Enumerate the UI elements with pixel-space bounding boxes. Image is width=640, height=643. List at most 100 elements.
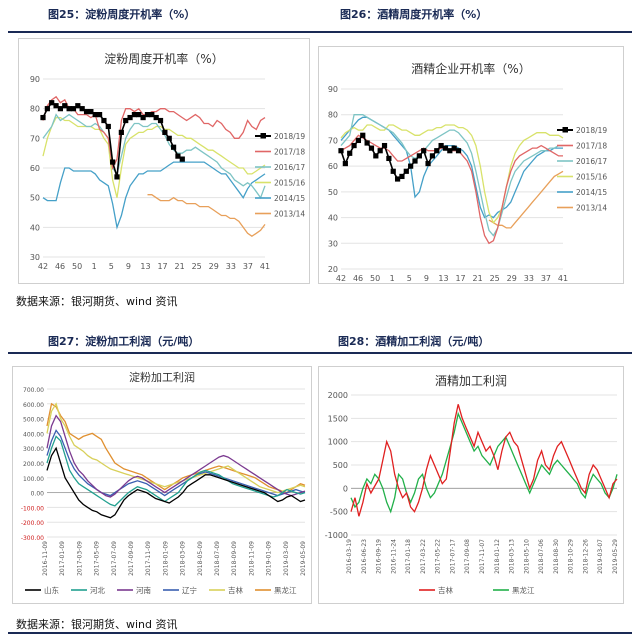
x-tick-label: 21 xyxy=(175,262,185,271)
legend-label: 黑龙江 xyxy=(274,585,297,595)
series-line-2013/14 xyxy=(147,194,266,237)
alcohol-operating-rate-panel: 酒精企业开机率（%） 20 30 40 50 60 70 80 90 42 46 50 1 5 9 13 17 2… xyxy=(318,46,624,284)
series-point xyxy=(62,103,68,109)
series-point xyxy=(351,142,357,149)
series-point xyxy=(179,156,185,162)
series-point xyxy=(105,123,111,130)
series-line-2013/14 xyxy=(488,170,564,229)
x-tick-label: 37 xyxy=(243,262,253,271)
series-point xyxy=(451,145,457,151)
legend-label: 吉林 xyxy=(228,585,243,595)
x-tick-label: 2017-05-09 xyxy=(94,541,101,576)
x-tick-label: 42 xyxy=(336,274,346,283)
y-tick-label: 100.00 xyxy=(23,476,44,483)
x-tick-label: 50 xyxy=(370,274,380,283)
figure-28-label: 图28：酒精加工利润（元/吨） xyxy=(338,335,490,348)
y-tick-label: 50 xyxy=(328,188,338,197)
y-tick-label: 700.00 xyxy=(23,387,44,394)
series-point xyxy=(149,112,155,118)
series-point xyxy=(144,112,151,118)
y-tick-label: 70 xyxy=(328,136,338,145)
legend-label: 吉林 xyxy=(438,585,453,595)
series-point xyxy=(381,142,388,149)
y-tick-label: -1000 xyxy=(325,531,348,540)
series-line-山东 xyxy=(46,446,306,519)
x-tick-label: 2016-11-24 xyxy=(390,539,397,574)
legend-label: 河南 xyxy=(136,585,151,595)
y-tick-label: 200.00 xyxy=(23,461,44,468)
x-tick-label: 37 xyxy=(541,274,551,283)
x-tick-label: 17 xyxy=(157,262,167,271)
legend-marker xyxy=(260,133,266,139)
y-tick-label: 40 xyxy=(328,214,338,223)
series-point xyxy=(83,109,90,115)
figure-26-label: 图26：酒精周度开机率（%） xyxy=(340,8,488,21)
x-tick-label: 2017-09-09 xyxy=(128,541,135,576)
series-point xyxy=(412,158,418,164)
alcohol-profit-chart: 酒精加工利润 -1000 -500 0 500 1000 1500 2000 2016-03-1… xyxy=(325,374,619,595)
source-note-bottom: 数据来源：银河期货、wind 资讯 xyxy=(16,618,178,631)
y-tick-label: 90 xyxy=(328,85,338,94)
legend-label: 2015/16 xyxy=(576,173,607,182)
legend-label: 2014/15 xyxy=(274,194,305,203)
figure-27-label: 图27：淀粉加工利润（元/吨） xyxy=(48,335,200,348)
series-point xyxy=(157,117,164,124)
series-point xyxy=(373,153,379,159)
x-tick-label: 2018-01-09 xyxy=(162,541,169,576)
x-tick-label: 2017-09-08 xyxy=(464,539,471,574)
x-tick-label: 2016-03-19 xyxy=(346,539,353,574)
starch-operating-rate-chart: 淀粉周度开机率（%） 30 40 50 60 70 80 90 42 46 50 1 5 9 13 17 21 2… xyxy=(30,51,306,271)
legend-label: 2016/17 xyxy=(576,157,607,166)
x-tick-label: 46 xyxy=(353,274,363,283)
series-point xyxy=(442,145,449,151)
x-tick-label: 2019-03-09 xyxy=(283,541,290,576)
series-line-河南 xyxy=(46,414,306,498)
x-tick-label: 17 xyxy=(455,274,465,283)
x-tick-label: 2018-03-09 xyxy=(180,541,187,576)
y-tick-label: 0 xyxy=(343,484,348,493)
x-tick-label: 42 xyxy=(38,262,48,271)
y-tick-label: 30 xyxy=(30,253,40,262)
bottom-divider xyxy=(8,632,632,634)
y-tick-label: 20 xyxy=(328,265,338,274)
starch-profit-panel: 淀粉加工利润 -300.00 -200.00 -100.00 0.00 100.00 200… xyxy=(12,366,312,604)
x-tick-label: 2018-03-13 xyxy=(509,539,516,574)
series-point xyxy=(347,150,353,156)
legend-label: 2014/15 xyxy=(576,188,607,197)
series-line-2014/15 xyxy=(42,161,266,230)
y-tick-label: 400.00 xyxy=(23,431,44,438)
x-tick-label: 2017-01-18 xyxy=(405,539,412,574)
series-point xyxy=(408,163,414,169)
x-tick-label: 29 xyxy=(209,262,219,271)
y-tick-label: 60 xyxy=(328,162,338,171)
series-point xyxy=(40,114,46,121)
alcohol-operating-rate-chart: 酒精企业开机率（%） 20 30 40 50 60 70 80 90 42 46 50 1 5 9 13 17 2… xyxy=(328,61,608,283)
x-tick-label: 25 xyxy=(192,262,202,271)
x-tick-label: 2016-09-19 xyxy=(376,539,383,574)
x-tick-label: 2019-01-09 xyxy=(266,541,273,576)
series-line-2016/17 xyxy=(340,114,563,237)
x-tick-label: 1 xyxy=(92,262,97,271)
x-tick-label: 2017-01-09 xyxy=(59,541,66,576)
series-point xyxy=(66,106,72,112)
series-point xyxy=(429,153,436,159)
y-tick-label: 70 xyxy=(30,134,40,143)
y-tick-label: 80 xyxy=(328,111,338,120)
x-tick-label: 2018-07-09 xyxy=(214,541,221,576)
x-tick-label: 2016-11-09 xyxy=(42,541,49,576)
x-tick-label: 2018-09-09 xyxy=(231,541,238,576)
x-tick-label: 2018-11-09 xyxy=(248,541,255,576)
x-tick-label: 2019-03-07 xyxy=(597,539,604,574)
chart-title: 酒精加工利润 xyxy=(435,374,507,388)
legend-label: 辽宁 xyxy=(182,585,197,595)
series-line-吉林 xyxy=(350,404,618,517)
series-line-河北 xyxy=(46,435,306,507)
legend-label: 山东 xyxy=(44,585,59,595)
series-point xyxy=(377,148,383,154)
x-tick-label: 2016-06-23 xyxy=(361,539,368,574)
y-tick-label: -300.00 xyxy=(21,535,44,542)
legend-label: 2013/14 xyxy=(576,204,607,213)
series-point xyxy=(96,112,103,118)
legend-label: 2018/19 xyxy=(274,132,305,141)
series-point xyxy=(355,137,362,144)
